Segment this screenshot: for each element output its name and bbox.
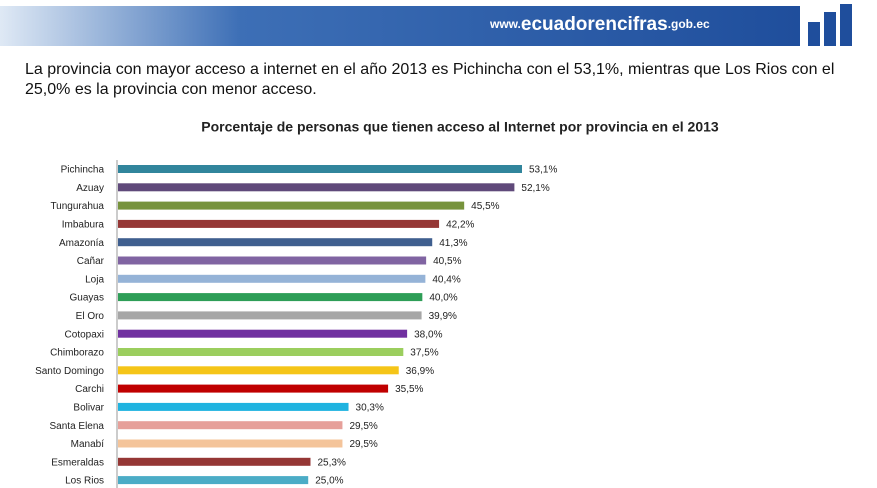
bar [118, 476, 309, 485]
header-band [0, 6, 800, 46]
value-label: 30,3% [356, 403, 384, 414]
y-tick-label: Azuay [76, 183, 104, 194]
value-label: 41,3% [439, 238, 467, 249]
bar [118, 439, 343, 448]
y-tick-label: Cañar [77, 256, 105, 267]
y-tick-label: Cotopaxi [65, 329, 104, 340]
bar [118, 384, 389, 393]
value-label: 35,5% [395, 384, 423, 395]
intro: La provincia con mayor acceso a internet… [25, 61, 835, 98]
bar [118, 421, 343, 430]
value-label: 25,0% [315, 476, 343, 487]
y-tick-label: Pichincha [61, 165, 105, 176]
value-label: 40,4% [432, 274, 460, 285]
bar [118, 293, 423, 302]
value-label: 36,9% [406, 366, 434, 377]
bar [118, 238, 433, 247]
url-prefix: www. [489, 17, 521, 31]
y-tick-label: Carchi [75, 384, 104, 395]
value-label: 29,5% [349, 439, 377, 450]
y-tick-label: Santo Domingo [35, 366, 104, 377]
bar [118, 329, 408, 338]
y-tick-label: Chimborazo [50, 348, 104, 359]
url-suffix: .gob.ec [668, 17, 710, 31]
y-tick-label: Manabí [71, 439, 105, 450]
bar [118, 457, 311, 466]
bar [118, 183, 515, 192]
header-icon [808, 22, 820, 46]
y-tick-label: Loja [85, 274, 104, 285]
bar [118, 402, 349, 411]
y-tick-label: Esmeraldas [51, 457, 104, 468]
value-label: 45,5% [471, 201, 499, 212]
value-label: 37,5% [410, 348, 438, 359]
y-tick-label: Los Rios [65, 476, 104, 487]
intro-box: La provincia con mayor acceso a internet… [25, 61, 835, 98]
bar [118, 366, 399, 375]
header-icon [824, 12, 836, 46]
y-tick-label: Santa Elena [50, 421, 105, 432]
y-tick-label: Amazonía [59, 238, 104, 249]
bar [118, 256, 427, 265]
value-label: 40,0% [429, 293, 457, 304]
bar [118, 274, 426, 283]
bar [118, 165, 522, 173]
y-tick-label: Guayas [70, 293, 104, 304]
header-url: www.ecuadorencifras.gob.ec [489, 14, 710, 35]
value-label: 25,3% [317, 457, 345, 468]
url-name: ecuadorencifras [521, 14, 668, 35]
y-tick-label: Imbabura [62, 220, 105, 231]
bar [118, 201, 465, 210]
bar [118, 311, 422, 320]
value-label: 38,0% [414, 329, 442, 340]
value-label: 53,1% [529, 165, 557, 176]
y-tick-label: Tungurahua [50, 201, 104, 212]
chart-title: Porcentaje de personas que tienen acceso… [201, 119, 719, 135]
value-label: 29,5% [349, 421, 377, 432]
bar [118, 348, 404, 356]
y-tick-label: Bolivar [73, 403, 104, 414]
value-label: 42,2% [446, 220, 474, 231]
value-label: 40,5% [433, 256, 461, 267]
bar [118, 219, 440, 228]
header-icon [840, 4, 852, 46]
value-label: 52,1% [521, 183, 549, 194]
value-label: 39,9% [429, 311, 457, 322]
y-tick-label: El Oro [76, 311, 105, 322]
